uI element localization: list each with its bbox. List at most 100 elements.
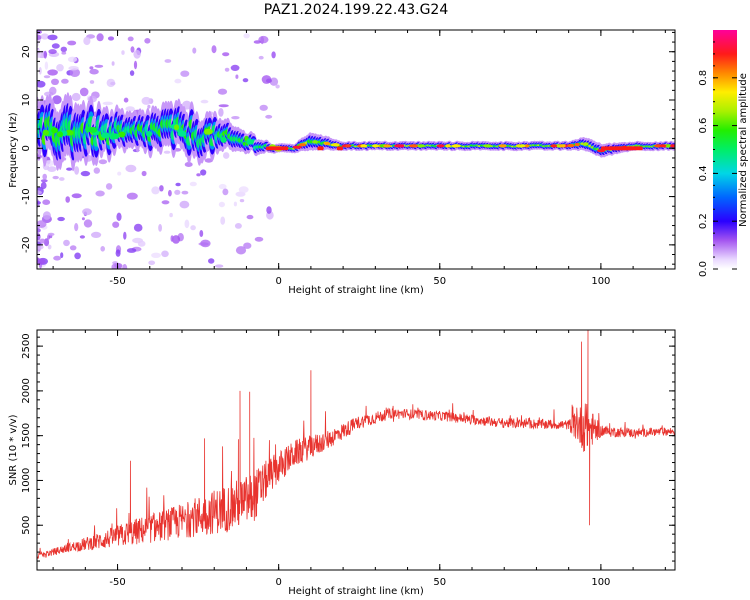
spectrogram-noise-patch	[60, 46, 67, 53]
spectrogram-noise-patch	[67, 40, 77, 46]
spectrogram-noise-patch	[59, 177, 65, 181]
spectrogram-noise-patch	[39, 238, 46, 244]
spectrogram-core	[451, 144, 461, 148]
spectrogram-noise-patch	[37, 48, 40, 52]
spectrogram-noise-patch	[96, 33, 104, 42]
spectrogram-noise-patch	[141, 96, 152, 105]
spectrogram-ylabel: Frequency (Hz)	[8, 112, 19, 188]
spectrogram-ytick-label: 10	[21, 94, 32, 107]
spectrogram-noise-patch	[43, 75, 51, 79]
spectrogram-marks	[37, 30, 675, 269]
spectrogram-ytick-label: -10	[21, 188, 32, 204]
spectrogram-noise-patch	[168, 189, 172, 197]
spectrogram-ytick-label: 0	[21, 145, 32, 151]
spectrogram-core	[345, 144, 352, 148]
colorbar: 0.0 0.2 0.4 0.6 0.8 Normalized spectral ampl…	[698, 30, 749, 277]
spectrogram-ytick-label: 20	[21, 45, 32, 58]
spectrogram-noise-patch	[204, 158, 213, 163]
spectrogram-noise-patch	[220, 216, 226, 225]
spectrogram-noise-patch	[37, 34, 42, 40]
spectrogram-core	[101, 132, 110, 139]
snr-xlabel: Height of straight line (km)	[288, 586, 424, 597]
spectrogram-core	[666, 144, 671, 148]
figure-title: PAZ1.2024.199.22.43.G24	[264, 2, 449, 18]
spectrogram-xtick-label: -50	[109, 276, 125, 287]
snr-series-line	[37, 330, 675, 559]
snr-ytick-label: 1500	[21, 423, 32, 448]
colorbar-tick-label: 0.8	[698, 70, 709, 86]
spectrogram-core	[177, 130, 187, 137]
colorbar-tick-label: 0.2	[698, 213, 709, 229]
spectrogram-noise-patch	[89, 80, 95, 84]
spectrogram-noise-patch	[151, 252, 161, 258]
spectrogram-noise-patch	[271, 51, 276, 59]
spectrogram-noise-patch	[61, 51, 67, 55]
spectrogram-core	[299, 143, 307, 147]
spectrogram-noise-patch	[37, 233, 41, 241]
colorbar-tick-label: 0.4	[698, 165, 709, 181]
spectrogram-core	[51, 127, 58, 134]
snr-xtick-label: 100	[591, 577, 610, 588]
spectrogram-noise-patch	[148, 260, 156, 266]
spectrogram-core	[117, 131, 126, 138]
spectrogram-core	[173, 124, 180, 131]
spectrogram-noise-patch	[133, 49, 141, 59]
spectrogram-noise-patch	[83, 219, 93, 228]
spectrogram-core	[56, 131, 63, 138]
spectrogram-core	[417, 144, 425, 148]
spectrogram-noise-patch	[218, 108, 224, 117]
spectrogram-noise-patch	[71, 92, 81, 102]
spectrogram-noise-patch	[234, 223, 242, 229]
spectrogram-frame	[36, 29, 676, 270]
spectrogram-noise-patch	[170, 235, 174, 242]
spectrogram-noise-patch	[125, 106, 135, 112]
spectrogram-noise-patch	[115, 249, 121, 257]
snr-xtick-label: 0	[275, 577, 281, 588]
spectrogram-xtick-label: 50	[433, 276, 446, 287]
spectrogram-noise-patch	[199, 230, 204, 237]
spectrogram-noise-patch	[37, 258, 46, 265]
spectrogram-noise-patch	[269, 77, 279, 86]
spectrogram-noise-patch	[235, 74, 239, 79]
spectrogram-noise-patch	[243, 33, 250, 39]
spectrogram-noise-patch	[83, 36, 91, 46]
snr-panel: -50 0 50 100 500 1000 1500 2000 2500 Height of s…	[8, 329, 676, 597]
spectrogram-noise-patch	[40, 179, 48, 183]
snr-xtick-label: 50	[433, 577, 446, 588]
spectrogram-noise-patch	[89, 66, 94, 70]
spectrogram-noise-patch	[79, 87, 89, 97]
spectrogram-noise-patch	[38, 67, 42, 75]
spectrogram-core	[515, 144, 522, 148]
spectrogram-noise-patch	[37, 227, 41, 233]
spectrogram-noise-patch	[243, 242, 252, 249]
spectrogram-core	[523, 144, 530, 148]
snr-xtick-label: -50	[109, 577, 125, 588]
spectrogram-noise-patch	[265, 114, 273, 119]
spectrogram-noise-patch	[69, 68, 81, 77]
spectrogram-noise-patch	[112, 221, 120, 228]
spectrogram-noise-patch	[42, 199, 51, 205]
snr-marks	[37, 330, 675, 559]
spectrogram-noise-patch	[179, 200, 190, 209]
spectrogram-noise-patch	[231, 116, 240, 120]
spectrogram-noise-patch	[184, 162, 193, 167]
spectrogram-noise-patch	[242, 78, 249, 83]
spectrogram-noise-patch	[171, 235, 181, 244]
spectrogram-core	[669, 144, 675, 148]
spectrogram-noise-patch	[230, 64, 240, 71]
spectrogram-core	[574, 143, 580, 147]
spectrogram-noise-patch	[60, 252, 64, 259]
spectrogram-peak-band	[336, 146, 344, 151]
spectrogram-core	[566, 144, 575, 148]
spectrogram-core	[204, 128, 213, 135]
spectrogram-ytick-label: -20	[21, 237, 32, 253]
spectrogram-noise-patch	[218, 183, 227, 190]
spectrogram-core	[383, 144, 391, 148]
spectrogram-noise-patch	[126, 192, 138, 200]
spectrogram-noise-patch	[258, 55, 264, 60]
spectrogram-noise-patch	[218, 201, 225, 208]
spectrogram-core	[408, 144, 419, 148]
spectrogram-noise-patch	[121, 50, 125, 55]
spectrogram-noise-patch	[211, 45, 217, 54]
